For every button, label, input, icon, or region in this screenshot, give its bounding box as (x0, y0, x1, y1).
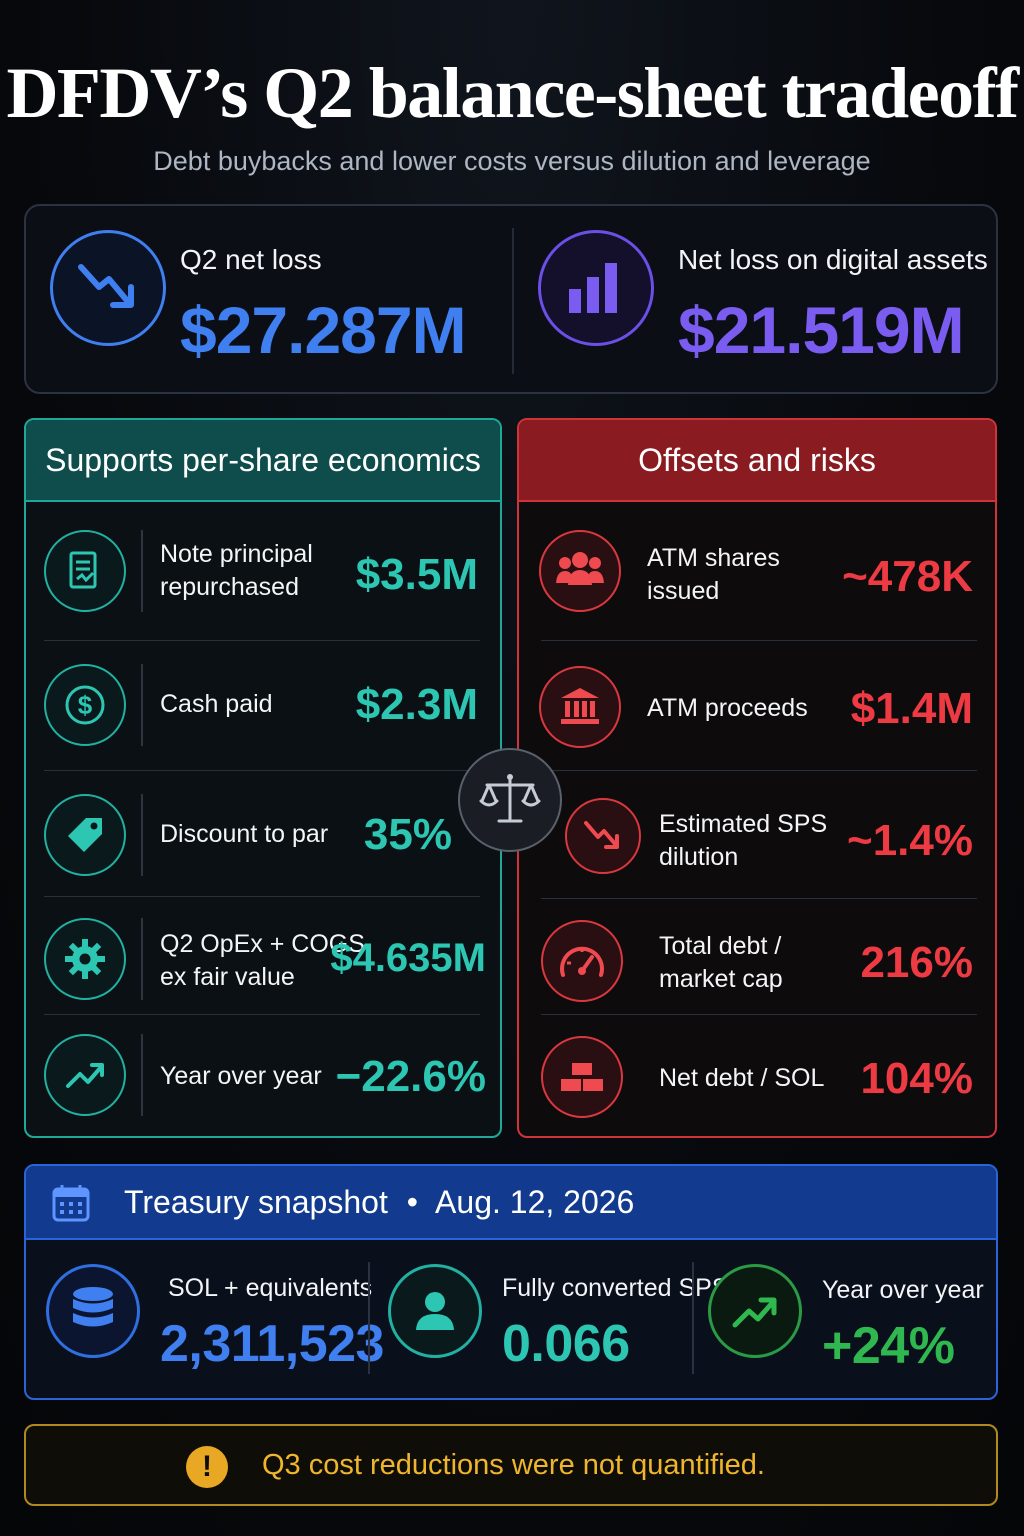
bricks-icon (541, 1036, 623, 1118)
kpi-label: Net loss on digital assets (678, 244, 988, 275)
kpi-value: $21.519M (678, 293, 965, 367)
treasury-item-value: 2,311,523 (160, 1315, 384, 1373)
row-value: −22.6% (335, 1052, 486, 1101)
row-divider (141, 794, 143, 876)
page-title: DFDV’s Q2 balance-sheet tradeoff (6, 53, 1019, 133)
row-separator (541, 640, 977, 641)
row-label: Total debt / market cap (659, 932, 783, 993)
supports-panel: Supports per-share economics Note princi… (24, 418, 502, 1138)
treasury-header: Treasury snapshot • Aug. 12, 2026 (26, 1166, 996, 1240)
row-value: $4.635M (330, 936, 486, 980)
row-label: Q2 OpEx + COGS ex fair value (160, 930, 365, 991)
row-label: Year over year (160, 1062, 322, 1090)
row-value: 35% (363, 810, 452, 859)
treasury-snapshot-card: Treasury snapshot • Aug. 12, 2026 SOL + … (24, 1164, 998, 1400)
row-divider (141, 530, 143, 612)
row-separator (541, 898, 977, 899)
row-value: 216% (860, 938, 973, 987)
row-label: Estimated SPS dilution (659, 810, 828, 871)
row-divider (141, 1034, 143, 1116)
row-value: $1.4M (850, 684, 973, 733)
kpi-card: Q2 net loss $27.287M Net loss on digital… (24, 204, 998, 394)
gauge-icon (541, 920, 623, 1002)
row-separator (541, 770, 977, 771)
warning-note: ! Q3 cost reductions were not quantified… (24, 1424, 998, 1506)
row-label: Net debt / SOL (659, 1064, 825, 1092)
row-separator (44, 896, 480, 897)
gear-icon (44, 918, 126, 1000)
treasury-date: Aug. 12, 2026 (435, 1184, 635, 1220)
supports-panel-title: Supports per-share economics (26, 420, 500, 502)
row-separator (44, 1014, 480, 1015)
row-label: Cash paid (160, 690, 273, 718)
trend-down-icon (565, 798, 641, 874)
bar-chart-icon (538, 230, 654, 346)
users-icon (539, 530, 621, 612)
kpi-label: Q2 net loss (180, 244, 322, 275)
treasury-divider (368, 1262, 370, 1374)
risks-panel: Offsets and risks ATM shares issued ~478K (517, 418, 997, 1138)
warning-icon: ! (186, 1446, 228, 1488)
bank-icon (539, 666, 621, 748)
svg-text:$: $ (78, 690, 93, 720)
row-value: ~478K (842, 552, 973, 601)
page-subtitle: Debt buybacks and lower costs versus dil… (153, 146, 871, 176)
row-value: $3.5M (355, 550, 478, 599)
treasury-title: Treasury snapshot • Aug. 12, 2026 (124, 1184, 635, 1220)
warning-text: Q3 cost reductions were not quantified. (262, 1449, 765, 1481)
treasury-item-label: Fully converted SPS (502, 1274, 729, 1302)
dollar-icon: $ (44, 664, 126, 746)
treasury-item-value: 0.066 (502, 1315, 630, 1373)
user-icon (388, 1264, 482, 1358)
kpi-value: $27.287M (180, 293, 467, 367)
row-separator (44, 770, 480, 771)
row-value: $2.3M (355, 680, 478, 729)
treasury-divider (692, 1262, 694, 1374)
row-separator (541, 1014, 977, 1015)
row-value: 104% (860, 1054, 973, 1103)
row-divider (141, 664, 143, 746)
row-label: ATM shares issued (647, 544, 780, 605)
treasury-item-value: +24% (822, 1317, 955, 1375)
document-icon (44, 530, 126, 612)
trend-up-icon (708, 1264, 802, 1358)
database-icon (46, 1264, 140, 1358)
calendar-icon (50, 1182, 92, 1229)
treasury-item-label: SOL + equivalents (168, 1274, 373, 1302)
row-value: ~1.4% (847, 816, 973, 865)
balance-scale-icon (458, 748, 562, 852)
row-label: Note principal repurchased (160, 540, 313, 601)
trend-up-icon (44, 1034, 126, 1116)
tag-icon (44, 794, 126, 876)
row-divider (141, 918, 143, 1000)
risks-panel-title: Offsets and risks (519, 420, 995, 502)
trend-down-icon (50, 230, 166, 346)
row-label: ATM proceeds (647, 694, 808, 722)
row-separator (44, 640, 480, 641)
kpi-divider (512, 228, 514, 374)
treasury-item-label: Year over year (822, 1276, 984, 1304)
row-label: Discount to par (160, 820, 329, 848)
